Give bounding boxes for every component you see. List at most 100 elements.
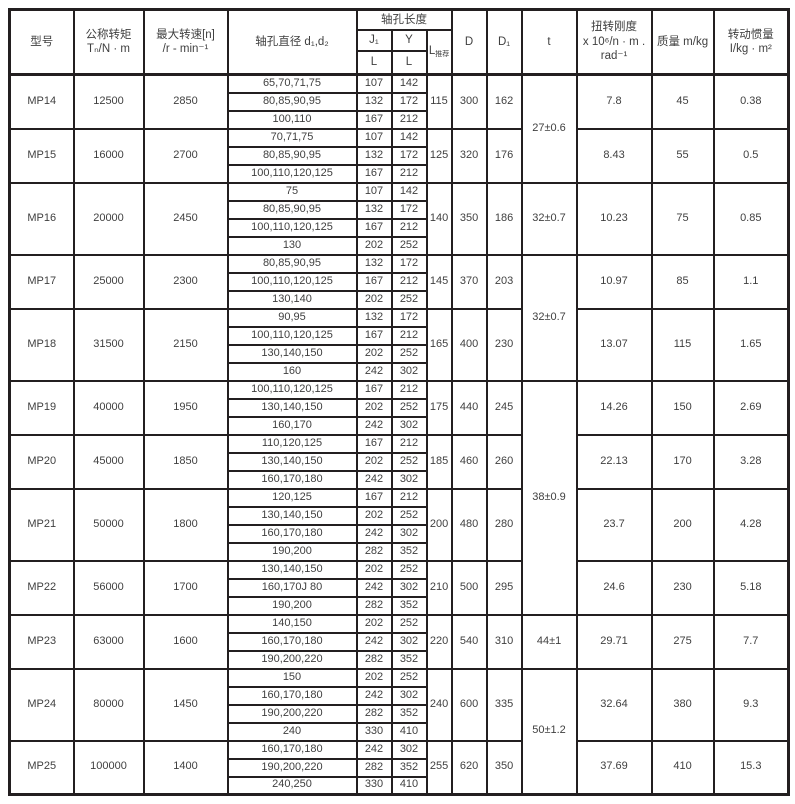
speed-cell: 1850 <box>142 433 229 490</box>
mass-cell: 275 <box>650 613 715 670</box>
d-cell: 600 <box>450 667 488 742</box>
bore-diameter-cell: 110,120,125 <box>226 433 358 454</box>
j1-length-cell: 167 <box>355 217 393 238</box>
bore-diameter-cell: 80,85,90,95 <box>226 253 358 274</box>
bore-diameter-cell: 140,150 <box>226 613 358 634</box>
l-recommended-cell: 125 <box>425 127 453 184</box>
d1-cell: 295 <box>485 559 523 616</box>
stiffness-cell: 8.43 <box>575 127 653 184</box>
torque-cell: 80000 <box>72 667 145 742</box>
stiffness-cell: 22.13 <box>575 433 653 490</box>
t-cell: 50±1.2 <box>520 667 578 796</box>
bore-diameter-cell: 75 <box>226 181 358 202</box>
header-bore-length: 轴孔长度 <box>355 8 453 31</box>
bore-diameter-cell: 130,140 <box>226 289 358 310</box>
header-stiffness: 扭转刚度 x 10⁶/n · m . rad⁻¹ <box>575 8 653 76</box>
mass-cell: 55 <box>650 127 715 184</box>
y-length-cell: 142 <box>390 127 428 148</box>
header-D1: D₁ <box>485 8 523 76</box>
d-cell: 500 <box>450 559 488 616</box>
table-row: MP16 20000 2450 75 107 142 140 350 186 32±0.7 10.2… <box>8 181 790 256</box>
bore-diameter-cell: 160,170,180 <box>226 739 358 760</box>
speed-cell: 1950 <box>142 379 229 436</box>
j1-length-cell: 202 <box>355 505 393 526</box>
torque-cell: 56000 <box>72 559 145 616</box>
bore-diameter-cell: 160,170J 80 <box>226 577 358 598</box>
bore-diameter-cell: 160,170,180 <box>226 523 358 544</box>
table-row: 160,170,180 242 302 <box>10 631 789 652</box>
header-mass: 质量 m/kg <box>650 8 715 76</box>
l-recommended-cell: 240 <box>425 667 453 742</box>
table-row: 80,85,90,95 132 172 <box>10 145 789 166</box>
j1-length-cell: 202 <box>355 667 393 688</box>
inertia-cell: 0.85 <box>712 181 790 256</box>
table-row: 190,200,220 282 352 <box>10 703 789 724</box>
bore-diameter-cell: 160,170,180 <box>226 631 358 652</box>
bore-diameter-cell: 130,140,150 <box>226 451 358 472</box>
bore-diameter-cell: 130,140,150 <box>226 343 358 364</box>
bore-diameter-cell: 70,71,75 <box>226 127 358 148</box>
table-row: 80,85,90,95 132 172 <box>10 199 789 220</box>
y-length-cell: 352 <box>390 649 428 670</box>
table-row: 190,200,220 282 352 <box>10 649 789 670</box>
j1-length-cell: 242 <box>355 469 393 490</box>
d1-cell: 176 <box>485 127 523 184</box>
table-row: 160,170,180 242 302 <box>10 469 789 490</box>
header-stiffness-line2: x 10⁶/n · m . <box>582 35 646 48</box>
j1-length-cell: 202 <box>355 235 393 256</box>
d-cell: 480 <box>450 487 488 562</box>
header-l-recommended: L推荐 <box>425 28 453 76</box>
y-length-cell: 212 <box>390 325 428 346</box>
y-length-cell: 212 <box>390 379 428 400</box>
d1-cell: 260 <box>485 433 523 490</box>
y-length-cell: 212 <box>390 109 428 130</box>
bore-diameter-cell: 160 <box>226 361 358 382</box>
mass-cell: 170 <box>650 433 715 490</box>
table-row: MP14 12500 2850 65,70,71,75 107 142 115 300 162 2… <box>8 73 790 184</box>
j1-length-cell: 330 <box>355 775 393 796</box>
d-cell: 320 <box>450 127 488 184</box>
table-row: 160 242 302 <box>10 361 789 382</box>
table-row: 100,110,120,125 167 212 <box>10 217 789 238</box>
header-l-rec-main: L <box>428 44 436 57</box>
table-header: 型号 公称转矩 Tₙ/N · m 最大转速[n] /r - min⁻¹ 轴孔直径… <box>8 8 790 76</box>
inertia-cell: 0.5 <box>712 127 790 184</box>
l-recommended-cell: 210 <box>425 559 453 616</box>
bore-diameter-cell: 190,200 <box>226 595 358 616</box>
bore-diameter-cell: 100,110,120,125 <box>226 379 358 400</box>
j1-length-cell: 167 <box>355 379 393 400</box>
torque-cell: 40000 <box>72 379 145 436</box>
speed-cell: 2150 <box>142 307 229 382</box>
j1-length-cell: 167 <box>355 163 393 184</box>
t-cell: 44±1 <box>520 613 578 670</box>
speed-cell: 1700 <box>142 559 229 616</box>
d1-cell: 245 <box>485 379 523 436</box>
j1-length-cell: 132 <box>355 253 393 274</box>
d1-cell: 335 <box>485 667 523 742</box>
model-cell: MP22 <box>8 559 75 616</box>
d-cell: 400 <box>450 307 488 382</box>
mass-cell: 200 <box>650 487 715 562</box>
y-length-cell: 252 <box>390 235 428 256</box>
mass-cell: 85 <box>650 253 715 310</box>
bore-diameter-cell: 65,70,71,75 <box>226 73 358 94</box>
d-cell: 370 <box>450 253 488 310</box>
bore-diameter-cell: 100,110,120,125 <box>226 271 358 292</box>
d-cell: 460 <box>450 433 488 490</box>
l-recommended-cell: 140 <box>425 181 453 256</box>
bore-diameter-cell: 90,95 <box>226 307 358 328</box>
header-torque-line1: 公称转矩 <box>85 28 132 41</box>
speed-cell: 2450 <box>142 181 229 256</box>
mass-cell: 45 <box>650 73 715 130</box>
speed-cell: 2700 <box>142 127 229 184</box>
mass-cell: 75 <box>650 181 715 256</box>
stiffness-cell: 13.07 <box>575 307 653 382</box>
table-row: 160,170,180 242 302 <box>10 685 789 706</box>
stiffness-cell: 23.7 <box>575 487 653 562</box>
j1-length-cell: 132 <box>355 199 393 220</box>
model-cell: MP18 <box>8 307 75 382</box>
model-cell: MP17 <box>8 253 75 310</box>
model-cell: MP25 <box>8 739 75 796</box>
j1-length-cell: 282 <box>355 541 393 562</box>
header-inertia-line1: 转动惯量 <box>727 28 774 41</box>
